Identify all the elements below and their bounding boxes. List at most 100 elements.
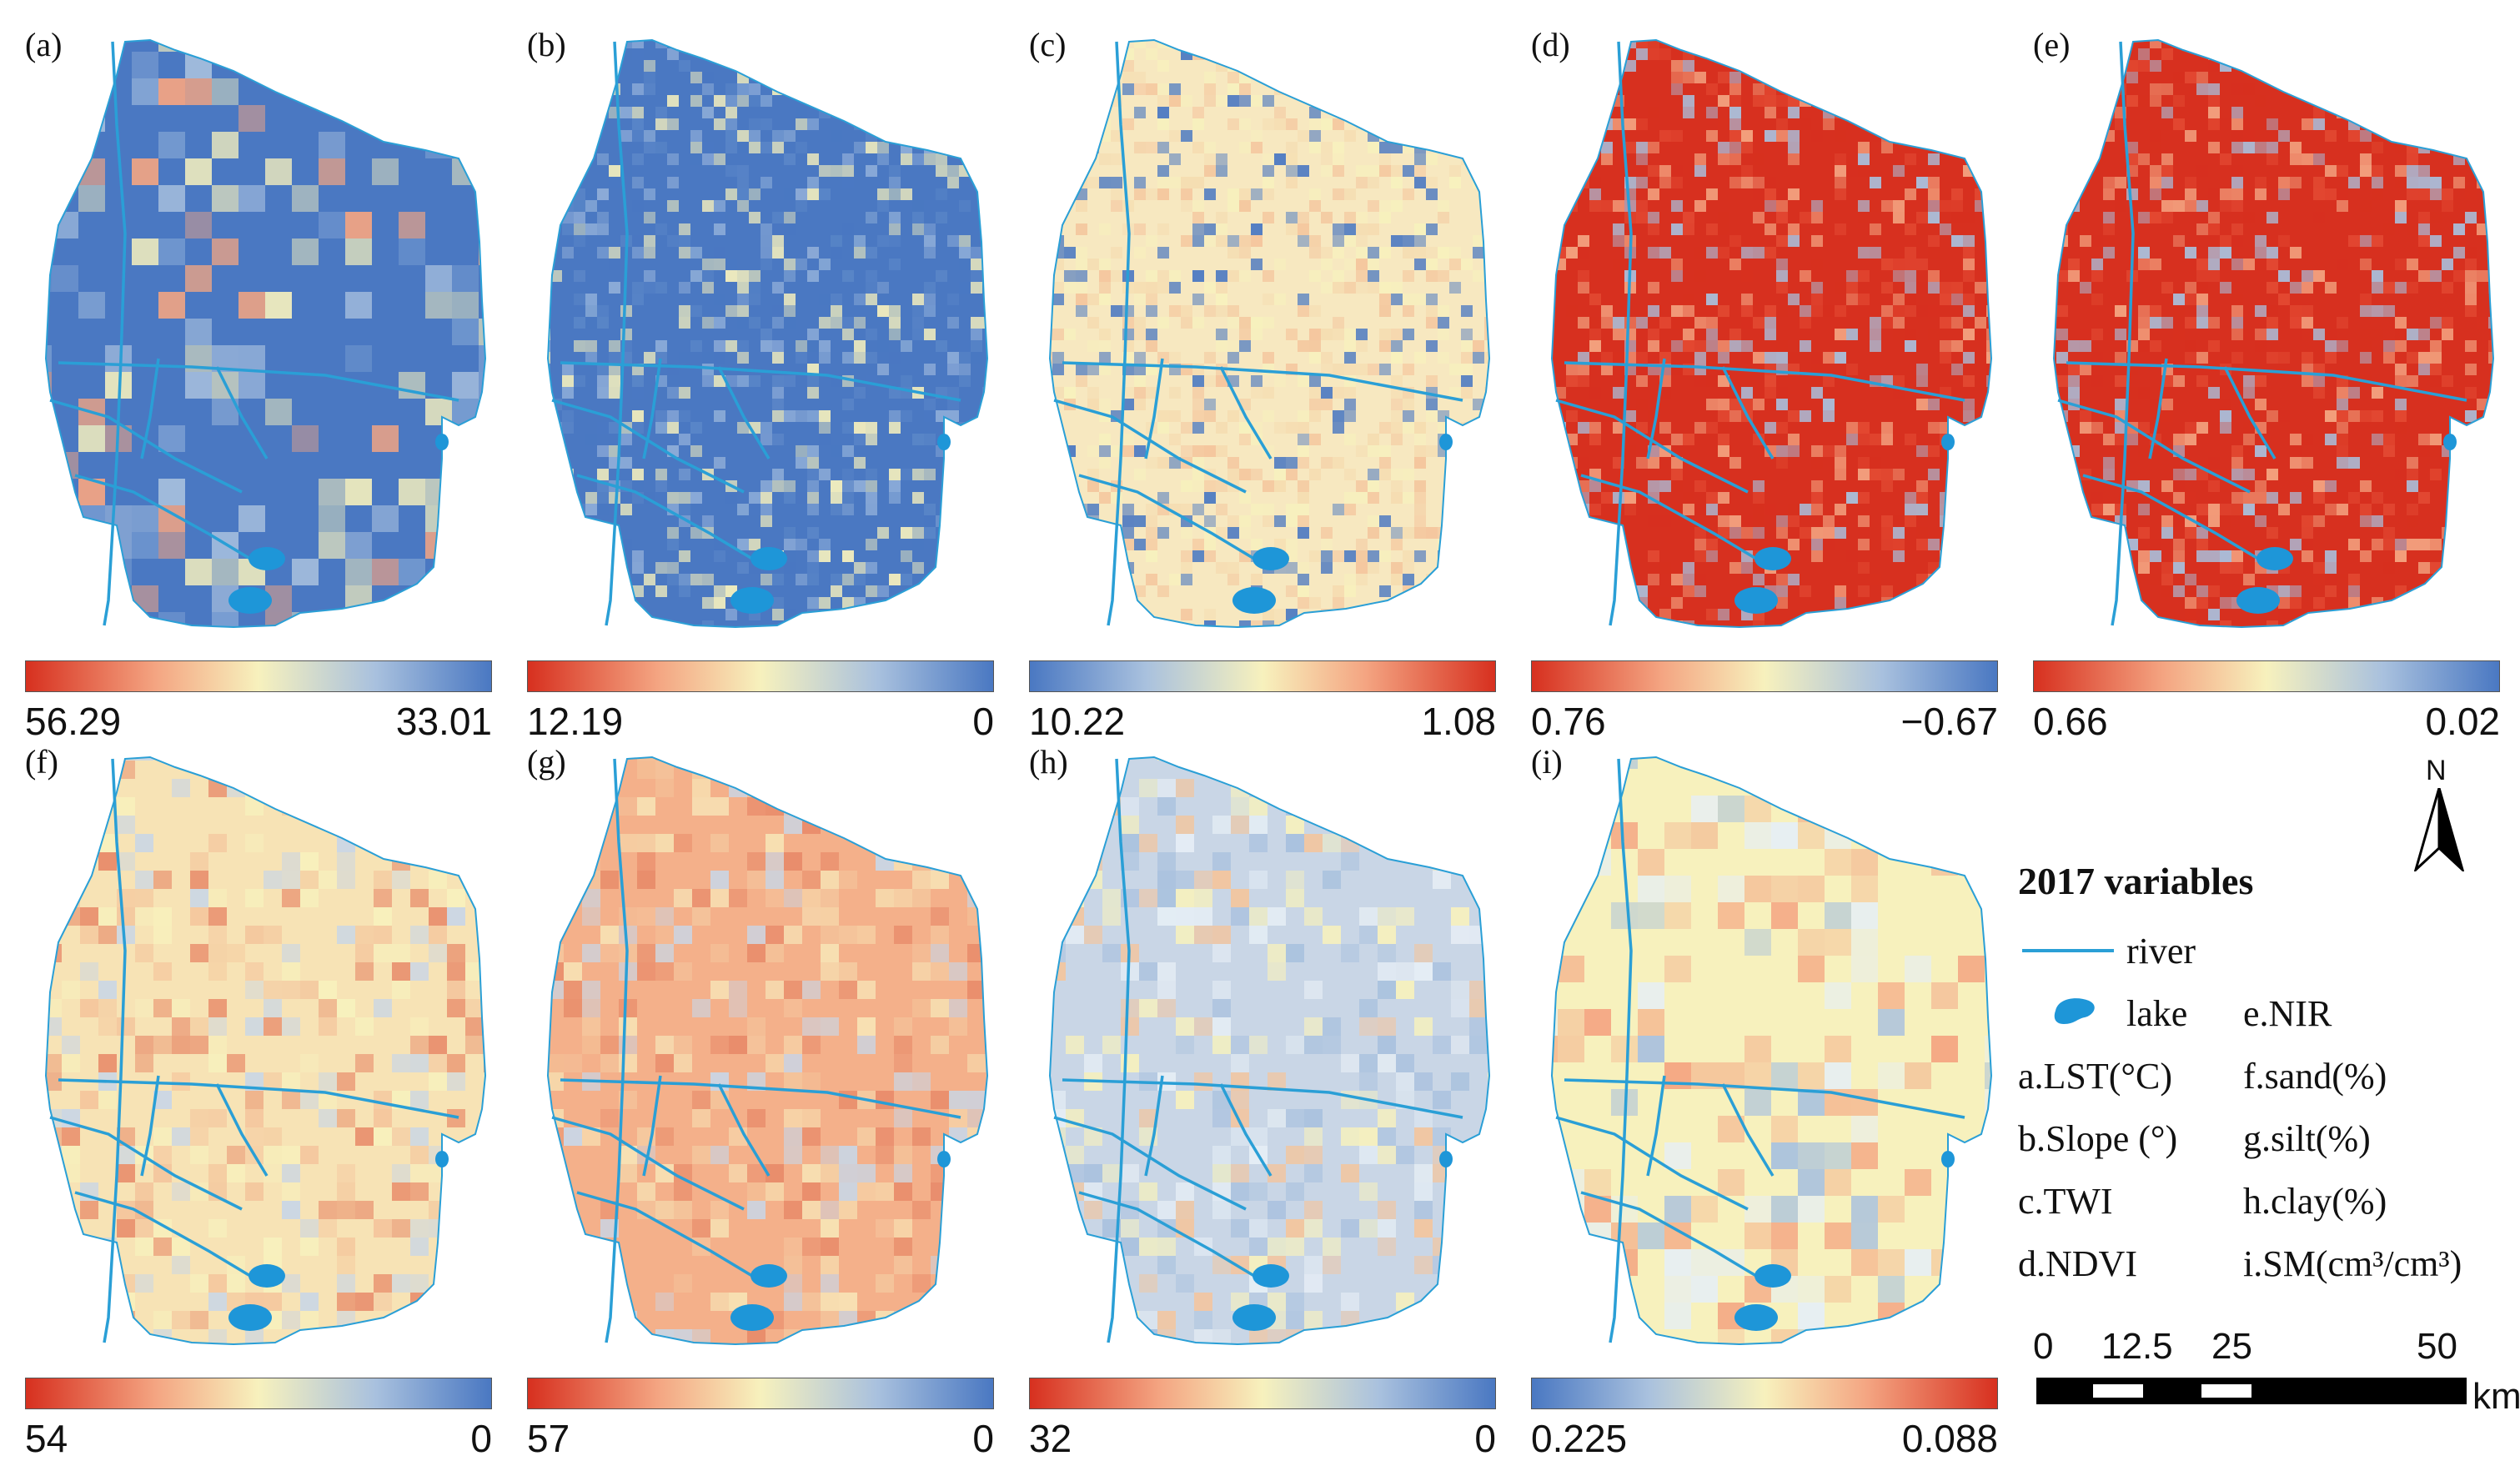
colorbar-max-i: 0.088	[1901, 1417, 1998, 1460]
river-line	[2111, 41, 2135, 626]
colorbar-max-a: 33.01	[395, 700, 492, 743]
legend-item-lst: a.LST(°C)	[2018, 1056, 2173, 1097]
lake-shape	[1252, 547, 1289, 570]
legend-item-nir: e.NIR	[2243, 993, 2332, 1034]
river-line	[1062, 361, 1463, 402]
river-line	[1062, 1078, 1463, 1119]
river-line	[140, 1075, 160, 1177]
lake-shape	[730, 1304, 774, 1331]
colorbar-h	[1029, 1378, 1496, 1409]
map-panel-i: (i) 0.225 0.088	[1531, 742, 2015, 1460]
lake-shape	[1439, 1151, 1453, 1167]
scale-tick-0: 0	[2033, 1326, 2054, 1367]
river-line	[1053, 399, 1247, 494]
river-line	[1219, 366, 1273, 459]
legend: 2017 variables river lake a.LST(°C) b.Sl…	[2018, 859, 2518, 1443]
river-line	[49, 1116, 243, 1211]
map-panel-f: (f) 54 0	[25, 742, 509, 1460]
lake-shape	[1734, 1304, 1778, 1331]
map-panel-h: (h) 32 0	[1029, 742, 1513, 1460]
river-line	[1078, 1191, 1255, 1278]
panel-label-f: (f)	[25, 743, 58, 781]
lake-shape	[937, 434, 951, 450]
river-line	[215, 366, 269, 459]
north-arrow-icon	[2414, 788, 2464, 871]
colorbar-min-b: 12.19	[527, 700, 624, 743]
colorbar-f	[25, 1378, 492, 1409]
river-line	[1219, 1083, 1273, 1177]
legend-item-sand: f.sand(%)	[2243, 1056, 2387, 1097]
river-line	[1144, 358, 1164, 459]
lake-shape	[2256, 547, 2293, 570]
lake-shape	[1252, 1264, 1289, 1288]
map-raster-c	[1048, 38, 1491, 629]
river-line	[551, 399, 745, 494]
colorbar-max-h: 0	[1474, 1417, 1496, 1460]
panel-label-a: (a)	[25, 26, 63, 63]
river-line	[2148, 358, 2168, 459]
river-symbol-icon	[2022, 949, 2114, 952]
river-line	[1107, 41, 1131, 626]
colorbar-min-e: 0.66	[2033, 700, 2108, 743]
lake-shape	[2443, 434, 2457, 450]
lake-shape	[2236, 587, 2280, 614]
river-line	[74, 1191, 251, 1278]
map-raster-a	[44, 38, 487, 629]
river-line	[1555, 399, 1749, 494]
map-panel-b: (b) 12.19 0	[527, 25, 1011, 743]
map-raster-d	[1550, 38, 1993, 629]
river-line	[2223, 366, 2277, 459]
lake-shape	[228, 587, 272, 614]
river-line	[605, 41, 629, 626]
north-label: N	[2426, 755, 2447, 786]
river-line	[103, 41, 127, 626]
lake-shape	[1941, 434, 1955, 450]
lake-shape	[1754, 1264, 1791, 1288]
colorbar-min-i: 0.225	[1531, 1417, 1628, 1460]
map-panel-d: (d) 0.76 −0.67	[1531, 25, 2015, 743]
map-raster-e	[2052, 38, 2495, 629]
map-raster-f	[44, 756, 487, 1346]
legend-lake-label: lake	[2126, 993, 2188, 1034]
map-raster-g	[546, 756, 989, 1346]
river-line	[215, 1083, 269, 1177]
lake-shape	[730, 587, 774, 614]
colorbar-max-g: 0	[972, 1417, 994, 1460]
lake-shape	[1941, 1151, 1955, 1167]
river-line	[1078, 474, 1255, 560]
north-arrow: N	[2414, 755, 2464, 871]
legend-item-clay: h.clay(%)	[2243, 1181, 2387, 1222]
map-panel-a: (a) 56.29 33.01	[25, 25, 509, 743]
panel-label-h: (h)	[1029, 743, 1068, 781]
map-raster-i	[1550, 756, 1993, 1346]
river-line	[551, 1116, 745, 1211]
colorbar-g	[527, 1378, 994, 1409]
river-line	[1144, 1075, 1164, 1177]
scale-tick-25: 25	[2211, 1326, 2252, 1367]
panel-label-b: (b)	[527, 26, 566, 63]
river-line	[1721, 1083, 1775, 1177]
river-line	[1646, 358, 1666, 459]
scale-bar-graphic	[2036, 1378, 2467, 1404]
lake-shape	[228, 1304, 272, 1331]
scale-unit: km	[2472, 1376, 2520, 1417]
lake-symbol-icon	[2054, 998, 2095, 1024]
lake-shape	[435, 1151, 449, 1167]
river-line	[560, 361, 961, 402]
river-line	[642, 1075, 662, 1177]
scale-tick-50: 50	[2417, 1326, 2457, 1367]
colorbar-max-d: −0.67	[1900, 700, 1998, 743]
river-line	[103, 758, 127, 1343]
river-line	[717, 1083, 771, 1177]
legend-river-label: river	[2126, 931, 2196, 971]
river-line	[2066, 361, 2467, 402]
colorbar-min-a: 56.29	[25, 700, 122, 743]
colorbar-min-h: 32	[1029, 1417, 1072, 1460]
legend-item-twi: c.TWI	[2018, 1181, 2113, 1222]
lake-shape	[937, 1151, 951, 1167]
lake-shape	[750, 1264, 787, 1288]
river-line	[1107, 758, 1131, 1343]
river-line	[642, 358, 662, 459]
colorbar-a	[25, 660, 492, 692]
river-line	[576, 474, 753, 560]
